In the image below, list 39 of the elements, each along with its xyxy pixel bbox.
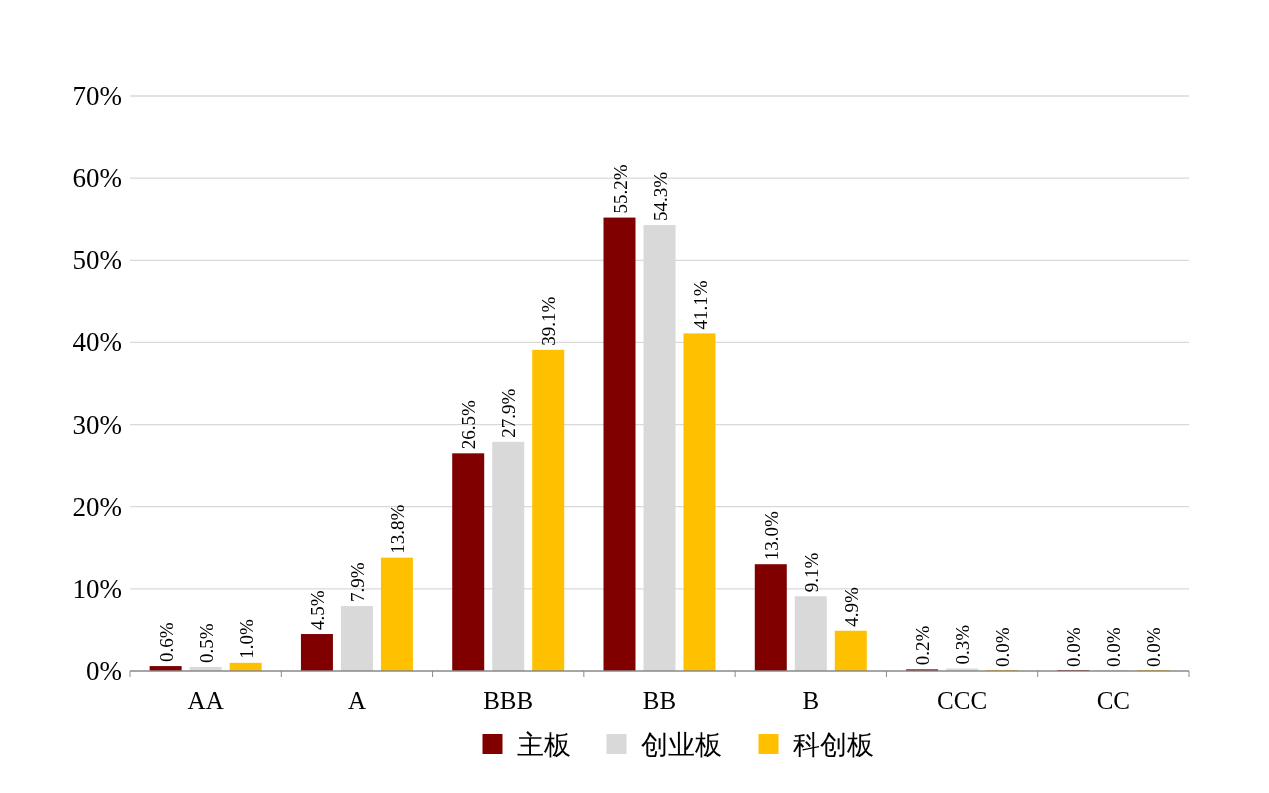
x-tick-label: BBB bbox=[483, 687, 534, 714]
data-label: 0.5% bbox=[195, 623, 217, 663]
x-tick-label: B bbox=[802, 687, 820, 714]
y-tick-label: 50% bbox=[72, 245, 122, 276]
data-label: 0.6% bbox=[155, 622, 177, 663]
legend-label: 创业板 bbox=[640, 729, 722, 760]
data-label: 0.0% bbox=[992, 627, 1014, 667]
y-tick-label: 20% bbox=[72, 491, 122, 522]
legend-label: 主板 bbox=[516, 729, 571, 760]
data-label: 13.8% bbox=[386, 504, 408, 554]
x-tick-label: BB bbox=[642, 687, 677, 714]
data-label: 0.0% bbox=[1063, 627, 1085, 667]
data-label: 9.1% bbox=[800, 552, 822, 593]
data-label: 4.5% bbox=[306, 590, 328, 631]
data-label: 13.0% bbox=[760, 510, 782, 561]
data-label: 0.0% bbox=[1143, 627, 1165, 667]
data-label: 4.9% bbox=[840, 587, 862, 627]
x-tick-label: A bbox=[347, 687, 366, 714]
x-tick-label: CC bbox=[1096, 687, 1131, 714]
data-label: 39.1% bbox=[538, 296, 560, 346]
data-label: 55.2% bbox=[609, 164, 631, 214]
x-tick-label: AA bbox=[187, 687, 224, 714]
legend-label: 科创板 bbox=[792, 729, 874, 760]
data-label: 1.0% bbox=[235, 619, 257, 659]
data-label: 54.3% bbox=[649, 171, 671, 221]
y-tick-label: 40% bbox=[72, 327, 122, 358]
x-tick-label: CCC bbox=[937, 687, 988, 714]
y-tick-label: 0% bbox=[86, 656, 122, 686]
data-label: 7.9% bbox=[346, 562, 368, 603]
data-label: 26.5% bbox=[458, 400, 480, 450]
data-label: 0.0% bbox=[1103, 627, 1125, 667]
y-tick-label: 60% bbox=[72, 163, 122, 194]
y-tick-label: 10% bbox=[72, 573, 122, 604]
data-label: 0.2% bbox=[912, 625, 934, 666]
y-tick-label: 30% bbox=[72, 409, 122, 440]
y-tick-label: 70% bbox=[72, 81, 122, 111]
data-label: 41.1% bbox=[689, 280, 711, 330]
data-label: 27.9% bbox=[498, 388, 520, 438]
data-label: 0.3% bbox=[952, 624, 974, 665]
